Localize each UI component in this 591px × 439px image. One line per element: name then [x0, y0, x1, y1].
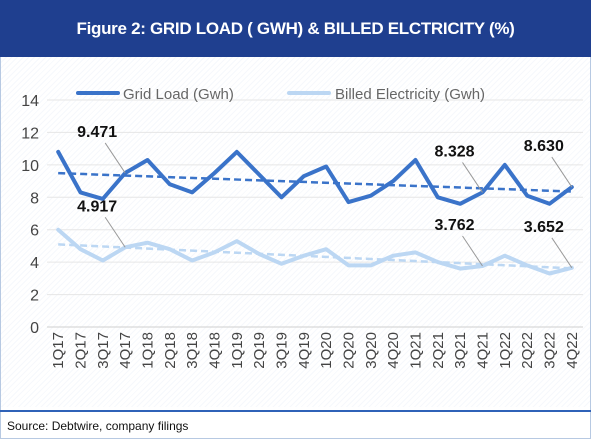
- source-footer: Source: Debtwire, company filings: [0, 410, 591, 439]
- y-tick-label: 12: [21, 125, 39, 142]
- series-line-grid-load: [56, 149, 574, 206]
- trendline-billed: [58, 243, 572, 270]
- x-tick-label: 2Q21: [430, 332, 447, 369]
- annotation-leader: [104, 142, 126, 174]
- legend-label-billed: Billed Electricity (Gwh): [335, 86, 485, 103]
- annotation-label: 3.762: [434, 217, 474, 234]
- x-tick-label: 3Q18: [184, 332, 201, 369]
- annotation-label: 9.471: [77, 124, 117, 141]
- x-tick-label: 1Q22: [497, 332, 514, 369]
- y-tick-label: 4: [30, 255, 39, 272]
- data-annotations: 9.471 8.328 8.630 4.917 3.762 3.652: [77, 124, 573, 269]
- plot-background: [0, 57, 591, 407]
- annotation-leader: [104, 216, 126, 248]
- y-tick-label: 0: [30, 320, 39, 337]
- y-grid: [47, 99, 583, 328]
- y-tick-label: 2: [30, 288, 39, 305]
- x-tick-label: 4Q21: [475, 332, 492, 369]
- y-tick-label: 10: [21, 158, 39, 175]
- x-tick-label: 2Q17: [73, 332, 90, 369]
- annotation-label: 8.630: [524, 138, 564, 155]
- x-tick-label: 4Q22: [564, 332, 581, 369]
- annotation-leader: [551, 156, 573, 188]
- x-tick-label: 4Q19: [296, 332, 313, 369]
- x-tick-label: 1Q21: [408, 332, 425, 369]
- x-tick-label: 2Q18: [162, 332, 179, 369]
- annotation-leader: [551, 237, 573, 269]
- annotation-leader: [462, 162, 483, 193]
- x-tick-label: 3Q21: [452, 332, 469, 369]
- figure-title-bar: Figure 2: GRID LOAD ( GWH) & BILLED ELCT…: [0, 0, 591, 57]
- y-tick-label: 6: [30, 223, 39, 240]
- x-tick-label: 1Q19: [229, 332, 246, 369]
- x-axis-ticks: 1Q17 2Q17 3Q17 4Q17 1Q18 2Q18 3Q18 4Q18 1Q19 2Q19…: [50, 332, 581, 369]
- trendlines: [58, 171, 572, 270]
- x-tick-label: 3Q22: [542, 332, 559, 369]
- y-axis-ticks: 0 2 4 6 8 10 12 14: [21, 93, 39, 337]
- x-tick-label: 4Q18: [207, 332, 224, 369]
- annotation-leader: [462, 235, 483, 267]
- x-tick-label: 2Q22: [519, 332, 536, 369]
- x-tick-label: 4Q17: [117, 332, 134, 369]
- x-tick-label: 1Q17: [50, 332, 67, 369]
- legend-label-grid-load: Grid Load (Gwh): [123, 86, 234, 103]
- x-tick-label: 3Q19: [274, 332, 291, 369]
- series-lines: [56, 149, 574, 276]
- x-tick-label: 3Q20: [363, 332, 380, 369]
- source-text: Source: Debtwire, company filings: [7, 418, 189, 433]
- annotation-label: 3.652: [524, 219, 564, 236]
- trendline-grid-load: [58, 171, 572, 193]
- y-tick-label: 8: [30, 190, 39, 207]
- y-tick-label: 14: [21, 93, 39, 110]
- legend: Grid Load (Gwh) Billed Electricity (Gwh): [76, 86, 485, 103]
- x-tick-label: 3Q17: [95, 332, 112, 369]
- x-tick-label: 1Q20: [318, 332, 335, 369]
- figure-title: Figure 2: GRID LOAD ( GWH) & BILLED ELCT…: [76, 18, 515, 38]
- series-line-billed: [56, 227, 574, 276]
- x-tick-label: 4Q20: [385, 332, 402, 369]
- line-chart: 0 2 4 6 8 10 12 14 1Q17 2Q17 3Q17 4Q17 1Q18 2Q18 3Q18…: [21, 86, 583, 369]
- x-tick-label: 2Q20: [341, 332, 358, 369]
- x-tick-label: 2Q19: [251, 332, 268, 369]
- annotation-label: 8.328: [434, 143, 474, 160]
- x-tick-label: 1Q18: [140, 332, 157, 369]
- annotation-label: 4.917: [77, 198, 117, 215]
